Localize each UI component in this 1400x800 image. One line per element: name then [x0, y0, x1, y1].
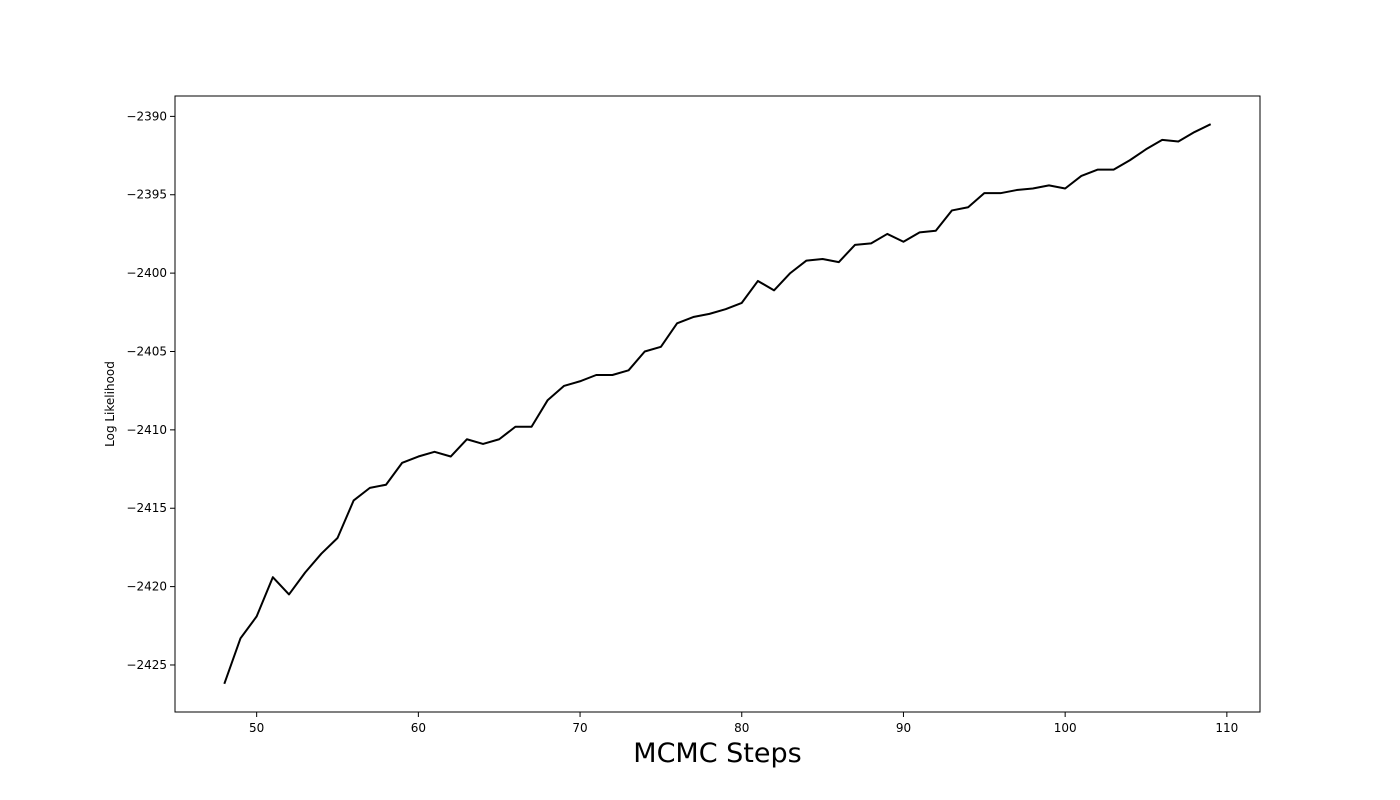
- x-axis-label: MCMC Steps: [633, 738, 801, 769]
- x-tick-label: 100: [1054, 721, 1077, 735]
- x-tick-label: 80: [734, 721, 749, 735]
- x-tick-label: 90: [896, 721, 911, 735]
- plot-area: 50 60 70 80 90 100 110 −2425 −2420 −2415 −2410 −240…: [126, 95, 1261, 735]
- y-tick-label: −2425: [126, 658, 167, 672]
- y-tick-label: −2395: [126, 188, 167, 202]
- y-tick-label: −2420: [126, 580, 167, 594]
- x-tick-label: 70: [572, 721, 587, 735]
- y-tick-label: −2405: [126, 344, 167, 358]
- y-tick-label: −2400: [126, 266, 167, 280]
- y-tick-label: −2410: [126, 423, 167, 437]
- y-tick-label: −2390: [126, 109, 167, 123]
- x-tick-label: 110: [1215, 721, 1238, 735]
- y-tick-label: −2415: [126, 501, 167, 515]
- x-tick-label: 60: [411, 721, 426, 735]
- series-line: [223, 123, 1212, 685]
- x-tick-label: 50: [249, 721, 264, 735]
- plot-frame: [174, 95, 1261, 713]
- y-axis-label: Log Likelihood: [103, 361, 117, 447]
